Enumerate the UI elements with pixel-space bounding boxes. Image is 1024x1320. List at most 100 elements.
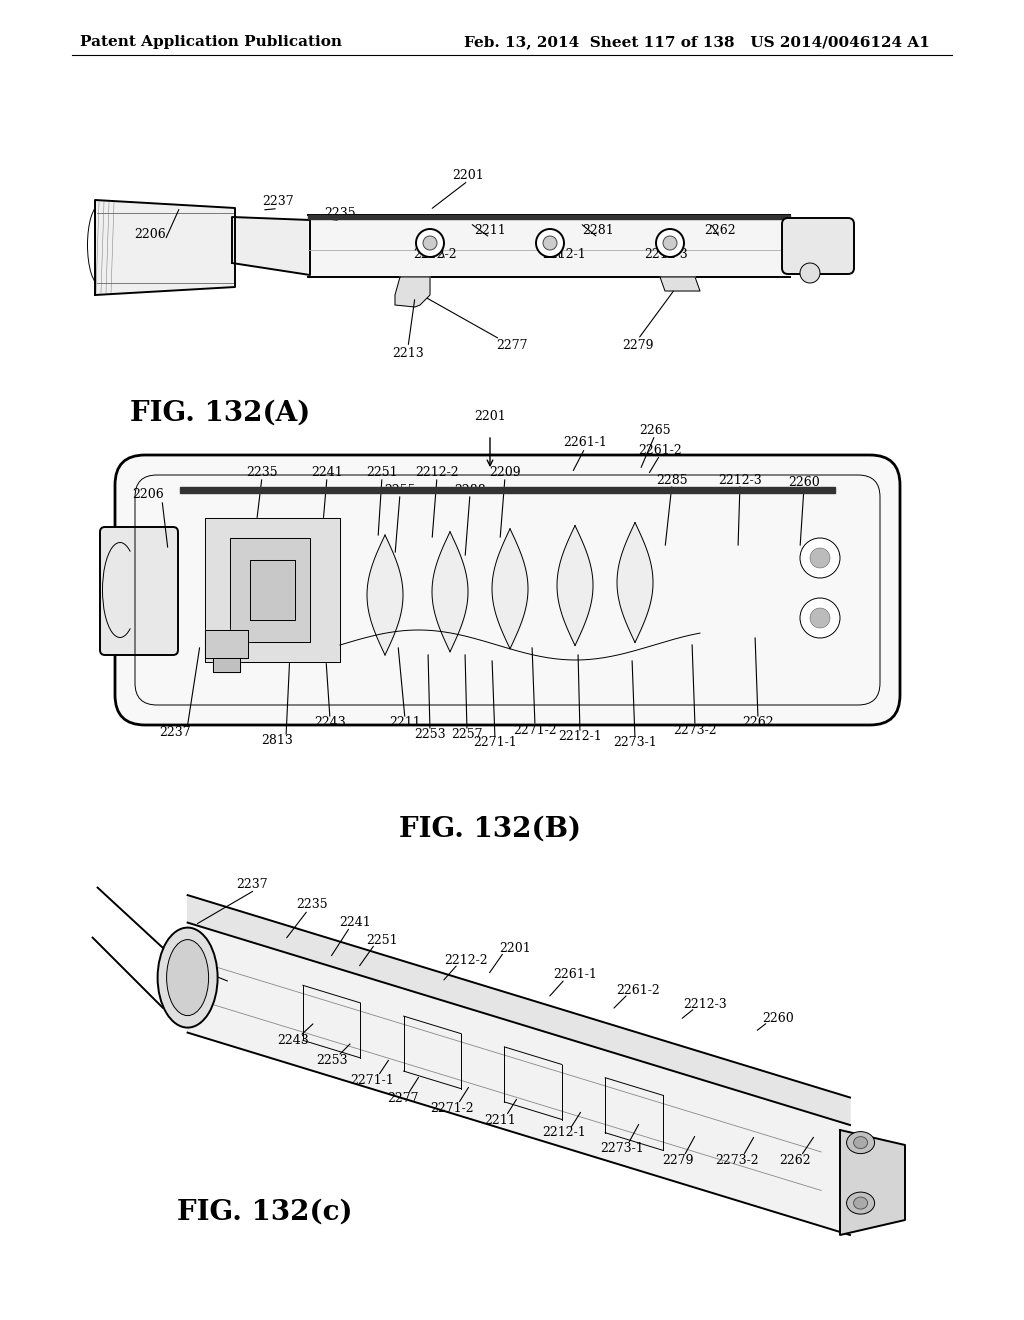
Text: 2257: 2257 [452,729,482,742]
Text: 2271-2: 2271-2 [430,1101,474,1114]
Text: 2241: 2241 [339,916,371,928]
Text: FIG. 132(c): FIG. 132(c) [177,1199,352,1225]
Text: 2261-1: 2261-1 [563,437,607,450]
Text: 2251: 2251 [367,466,397,479]
Polygon shape [180,487,835,492]
Text: 2235: 2235 [325,207,355,220]
Text: 2235: 2235 [246,466,278,479]
Polygon shape [95,201,234,294]
Text: 2212-3: 2212-3 [644,248,688,261]
Polygon shape [230,539,310,642]
FancyBboxPatch shape [100,527,178,655]
Circle shape [423,236,437,249]
Text: 2279: 2279 [623,339,653,352]
Text: 2261-1: 2261-1 [553,969,597,982]
Text: 2243: 2243 [314,717,346,730]
Text: 2273-1: 2273-1 [600,1142,644,1155]
Polygon shape [840,1130,905,1236]
Circle shape [416,228,444,257]
Text: 2253: 2253 [316,1053,348,1067]
Circle shape [810,548,830,568]
Ellipse shape [167,940,209,1015]
Circle shape [663,236,677,249]
Text: 2212-2: 2212-2 [414,248,457,261]
Text: FIG. 132(B): FIG. 132(B) [399,816,581,842]
Text: 2279: 2279 [663,1154,693,1167]
Text: 2262: 2262 [742,717,774,730]
Text: 2261-2: 2261-2 [638,444,682,457]
Text: 2260: 2260 [762,1011,794,1024]
Ellipse shape [158,928,218,1027]
Text: 2237: 2237 [237,879,268,891]
Text: 2201: 2201 [499,941,530,954]
Text: 2253: 2253 [414,729,445,742]
Text: 2243: 2243 [278,1034,309,1047]
Polygon shape [308,215,790,219]
Text: FIG. 132(A): FIG. 132(A) [130,400,310,426]
Text: 2201: 2201 [474,411,506,424]
Polygon shape [205,517,340,663]
Polygon shape [213,657,240,672]
Text: 2213: 2213 [392,347,424,360]
Polygon shape [187,923,850,1236]
Text: 2271-2: 2271-2 [513,723,557,737]
Circle shape [800,263,820,282]
Ellipse shape [854,1197,867,1209]
Circle shape [810,609,830,628]
Circle shape [543,236,557,249]
Text: 2211: 2211 [484,1114,516,1126]
Text: 2212-1: 2212-1 [558,730,602,743]
Text: 2271-1: 2271-1 [473,737,517,750]
Circle shape [800,598,840,638]
Text: 2213: 2213 [176,965,208,978]
Text: Patent Application Publication: Patent Application Publication [80,36,342,49]
FancyBboxPatch shape [115,455,900,725]
Text: 2241: 2241 [311,466,343,479]
Polygon shape [232,216,310,275]
Text: 2211: 2211 [474,224,506,238]
FancyBboxPatch shape [782,218,854,275]
Text: 2273-1: 2273-1 [613,737,656,750]
Text: 2212-2: 2212-2 [415,466,459,479]
Text: 2235: 2235 [296,899,328,912]
Text: 2273-2: 2273-2 [673,723,717,737]
Text: 2212-1: 2212-1 [542,1126,586,1139]
Text: 2277: 2277 [497,339,527,352]
Text: 2813: 2813 [261,734,293,747]
Text: Feb. 13, 2014  Sheet 117 of 138   US 2014/0046124 A1: Feb. 13, 2014 Sheet 117 of 138 US 2014/0… [464,36,930,49]
Polygon shape [187,895,850,1125]
Text: 2288: 2288 [454,483,485,496]
Text: 2277: 2277 [387,1092,419,1105]
Ellipse shape [854,1137,867,1148]
Circle shape [536,228,564,257]
Text: 2212-2: 2212-2 [444,953,487,966]
Polygon shape [308,215,790,277]
Text: 2285: 2285 [656,474,688,487]
Text: 2265: 2265 [639,424,671,437]
Text: 2212-1: 2212-1 [542,248,586,261]
Text: 2206: 2206 [132,488,164,502]
Text: 2260: 2260 [788,477,820,490]
Polygon shape [250,560,295,620]
Text: 2273-2: 2273-2 [715,1154,759,1167]
Polygon shape [395,277,430,308]
Text: 2251: 2251 [367,933,397,946]
Text: 2271-1: 2271-1 [350,1073,394,1086]
Circle shape [656,228,684,257]
Polygon shape [205,630,248,657]
Text: 2212-3: 2212-3 [683,998,727,1011]
Text: 2206: 2206 [134,228,166,242]
Text: 2261-2: 2261-2 [616,983,659,997]
Text: 2262: 2262 [705,224,736,238]
Text: 2237: 2237 [159,726,190,739]
Text: 2211: 2211 [389,717,421,730]
Text: 2237: 2237 [262,195,294,209]
Ellipse shape [847,1192,874,1214]
Text: 2212-3: 2212-3 [718,474,762,487]
Text: 2201: 2201 [453,169,484,182]
Text: 2209: 2209 [489,466,521,479]
Text: 2255: 2255 [384,483,416,496]
Polygon shape [660,277,700,290]
Circle shape [800,539,840,578]
Ellipse shape [847,1131,874,1154]
